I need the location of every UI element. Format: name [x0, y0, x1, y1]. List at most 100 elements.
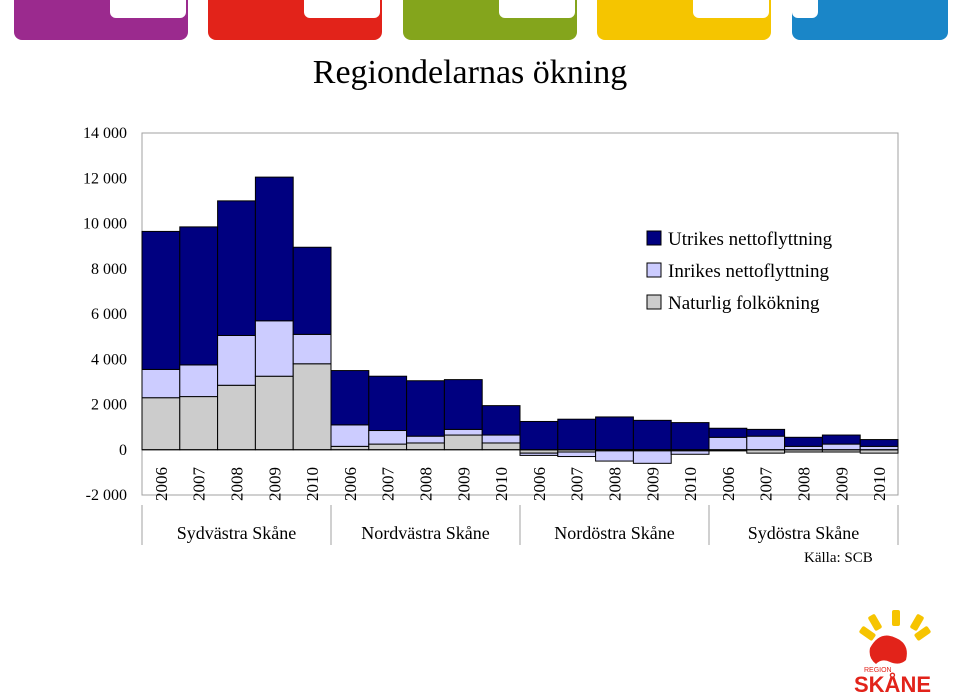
bar-segment [859, 445, 899, 451]
legend-label: Inrikes nettoflyttning [668, 261, 829, 282]
bar-segment [670, 422, 710, 451]
x-tick-label: 2007 [757, 467, 776, 502]
bar-segment [784, 436, 823, 447]
bar-segment [179, 396, 219, 451]
y-tick-label: 10 000 [83, 216, 127, 233]
y-tick-label: -2 000 [86, 487, 127, 504]
x-tick-label: 2006 [152, 467, 171, 501]
bar-segment [670, 450, 710, 455]
bar-segment [481, 405, 521, 436]
green-tab [403, 0, 577, 40]
bar-segment [595, 450, 634, 462]
x-tick-label: 2009 [832, 467, 851, 501]
bar-segment [821, 434, 861, 445]
bar-segment [141, 368, 181, 399]
top-color-bar [0, 0, 960, 42]
bar-segment [292, 333, 332, 365]
x-tick-label: 2010 [492, 467, 511, 501]
group-label: Sydöstra Skåne [748, 523, 860, 543]
yellow-tab [597, 0, 771, 40]
y-tick-label: 12 000 [83, 170, 127, 187]
group-label: Nordöstra Skåne [554, 523, 674, 543]
legend-box [640, 224, 858, 316]
x-tick-label: 2006 [530, 467, 549, 501]
bar-segment [330, 424, 370, 447]
bar-segment [746, 428, 786, 437]
bar-segment [406, 380, 445, 437]
x-tick-label: 2010 [681, 467, 700, 501]
bar-segment [217, 384, 256, 451]
bar-segment [217, 334, 256, 386]
x-tick-label: 2009 [454, 467, 473, 501]
bar-segment [519, 420, 559, 451]
bar-segment [632, 419, 672, 451]
x-tick-label: 2008 [606, 467, 625, 501]
legend-swatch [646, 230, 662, 246]
x-tick-label: 2007 [379, 467, 398, 502]
bar-segment [292, 246, 332, 335]
bar-segment [821, 443, 861, 451]
bar-segment [481, 434, 521, 444]
logo-region-text: REGION [864, 667, 892, 674]
x-tick-label: 2010 [303, 467, 322, 501]
x-tick-label: 2009 [643, 467, 662, 501]
bar-segment [368, 443, 408, 451]
bar-segment [519, 449, 559, 454]
legend: Utrikes nettoflyttning Inrikes nettoflytt… [640, 224, 858, 316]
x-tick-label: 2007 [190, 467, 209, 502]
bar-segment [406, 435, 445, 444]
bar-segment [784, 445, 823, 451]
blue-tab [792, 0, 948, 40]
bar-segment [141, 397, 181, 451]
bar-segment [632, 450, 672, 464]
bar-segment [292, 363, 332, 451]
bars [141, 176, 899, 464]
group-label: Nordvästra Skåne [361, 523, 489, 543]
bar-segment [443, 434, 483, 451]
bar-segment [557, 451, 597, 458]
x-tick-label: 2006 [719, 467, 738, 501]
bar-segment [254, 320, 294, 377]
x-tick-label: 2008 [417, 467, 436, 501]
group-label: Sydvästra Skåne [177, 523, 296, 543]
y-tick-label: 8 000 [91, 261, 127, 278]
logo-sun-rays-icon [859, 610, 931, 641]
x-tick-label: 2008 [228, 467, 247, 501]
bar-segment [179, 226, 219, 366]
y-axis: -2 000 0 2 000 4 000 6 000 8 000 10 000 12 000 1… [83, 125, 127, 504]
bar-segment [746, 449, 786, 454]
logo-griffin-icon [869, 635, 907, 664]
legend-swatch [646, 262, 662, 278]
bar-segment [443, 379, 483, 430]
red-tab [208, 0, 382, 40]
bar-segment [368, 430, 408, 445]
bar-segment [217, 200, 256, 336]
legend-label: Utrikes nettoflyttning [668, 229, 833, 250]
bar-segment [179, 364, 219, 398]
x-tick-label: 2010 [870, 467, 889, 501]
x-tick-label: 2009 [265, 467, 284, 501]
y-tick-label: 0 [119, 442, 127, 459]
x-axis: 2006 2007 2008 2009 2010 Sydvästra Skåne 2006 2… [141, 467, 899, 545]
chart-title: Regiondelarnas ökning [313, 54, 627, 91]
bar-segment [859, 439, 899, 447]
bar-segment [254, 375, 294, 451]
y-tick-label: 4 000 [91, 351, 127, 368]
y-tick-label: 2 000 [91, 397, 127, 414]
bar-segment [406, 442, 445, 451]
bar-segment [746, 435, 786, 451]
bar-segment [519, 452, 559, 456]
bar-segment [595, 416, 634, 451]
bar-segment [254, 176, 294, 322]
bar-segment [330, 445, 370, 451]
logo-skane-text: SKÅNE [854, 671, 931, 694]
x-tick-label: 2008 [795, 467, 814, 501]
y-tick-label: 14 000 [83, 125, 127, 142]
bar-segment [708, 436, 748, 451]
bar-segment [443, 428, 483, 436]
bar-segment [481, 442, 521, 451]
legend-swatch [646, 294, 662, 310]
bar-segment [141, 230, 181, 370]
